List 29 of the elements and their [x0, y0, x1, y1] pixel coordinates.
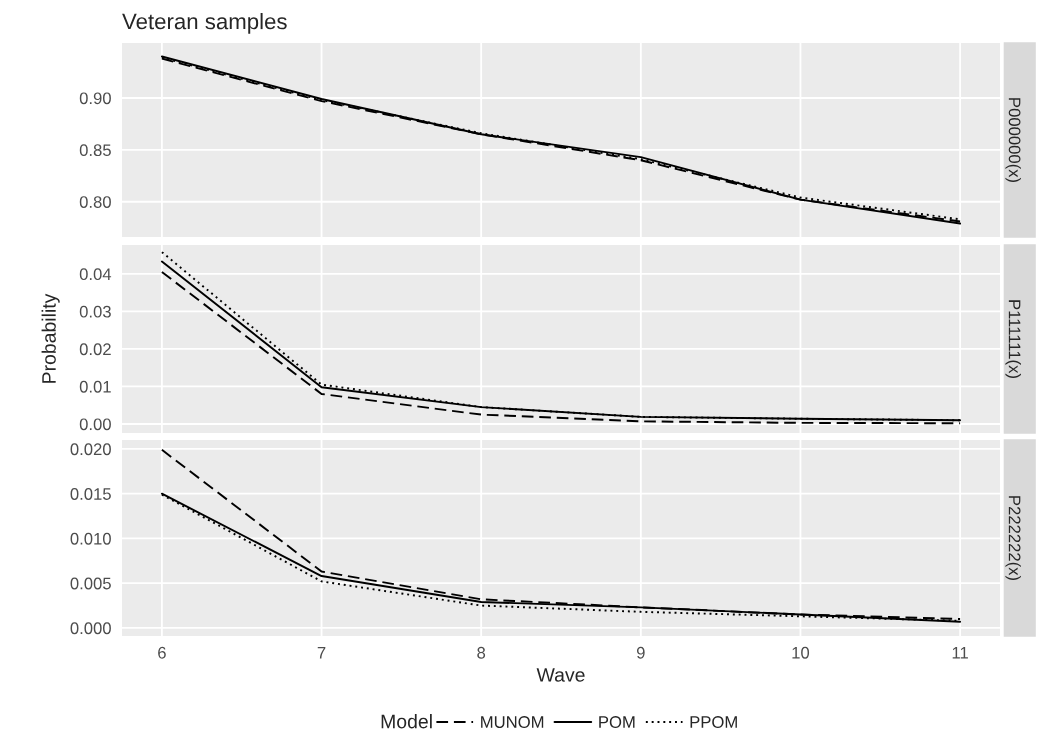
legend-label: POM: [599, 716, 635, 728]
y-tick-label: 0.020: [70, 443, 111, 456]
y-tick-label: 0.00: [79, 418, 111, 431]
y-tick-label: 0.04: [79, 268, 112, 281]
text: P222222(x): [1005, 496, 1021, 581]
y-tick-label: 0.03: [79, 305, 111, 318]
y-tick-label: 0.85: [79, 144, 111, 157]
y-tick-label: 0.01: [79, 380, 111, 393]
y-axis-title: Probability: [41, 293, 60, 383]
y-tick-label: 0.000: [70, 622, 111, 635]
y-tick-label: 0.010: [70, 532, 111, 545]
y-tick-label: 0.90: [79, 92, 111, 105]
legend-label: MUNOM: [481, 716, 544, 728]
x-tick-label: 7: [317, 647, 326, 659]
y-tick-label: 0.02: [79, 343, 111, 356]
legend-label: PPOM: [690, 716, 737, 728]
x-tick-label: 11: [952, 647, 968, 659]
y-tick-label: 0.015: [70, 488, 111, 500]
chart-title: Veteran samples: [122, 13, 287, 34]
x-tick-label: 10: [792, 646, 810, 659]
x-tick-label: 9: [636, 646, 645, 659]
x-tick-label: 6: [158, 646, 166, 659]
text: P111111(x): [1005, 300, 1021, 378]
y-tick-label: 0.005: [70, 577, 111, 590]
x-tick-label: 8: [477, 646, 486, 659]
legend-title: Model: [381, 714, 432, 729]
text: P000000(x): [1005, 98, 1021, 183]
y-tick-label: 0.80: [79, 196, 111, 208]
x-axis-title: Wave: [536, 668, 585, 682]
